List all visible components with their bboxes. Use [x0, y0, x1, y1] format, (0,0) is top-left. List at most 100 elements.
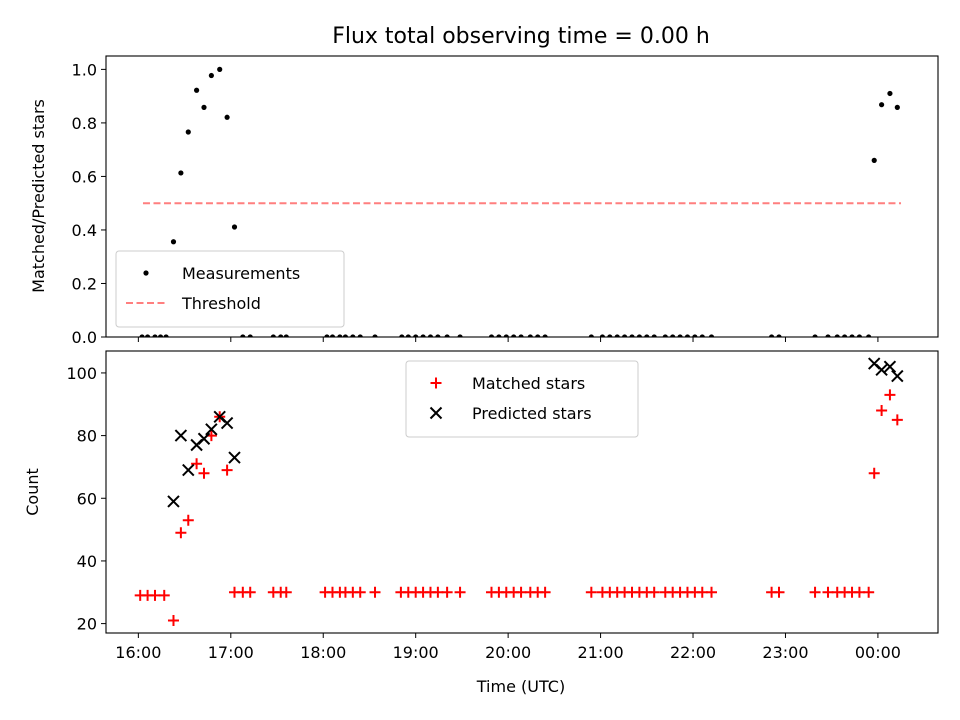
x-tick-label: 19:00 [393, 643, 439, 662]
measurements-point [145, 334, 151, 337]
measurements-point [542, 334, 548, 337]
measurements-point [208, 72, 214, 79]
legend-matched-stars-swatch [430, 377, 442, 389]
x-tick-label: 00:00 [855, 643, 901, 662]
measurements-point [329, 334, 336, 337]
chart-title: Flux total observing time = 0.00 h [332, 24, 710, 49]
matched-stars-point [198, 467, 210, 479]
x-tick-label: 17:00 [208, 643, 254, 662]
measurements-point [178, 170, 184, 176]
legend-box [405, 360, 639, 438]
measurements-point [692, 334, 698, 337]
measurements-point [444, 334, 450, 337]
measurements-point [337, 334, 343, 337]
matched-stars-point [648, 586, 660, 598]
matched-stars-point [244, 586, 256, 598]
x-tick-label: 22:00 [670, 643, 716, 662]
measurements-point [599, 334, 606, 337]
measurements-point [163, 334, 169, 337]
x-tick-label: 21:00 [578, 643, 624, 662]
measurements-point [488, 334, 495, 337]
measurements-point [193, 87, 200, 93]
measurements-point [139, 334, 145, 337]
x-tick-label: 16:00 [115, 643, 161, 662]
measurements-point [270, 334, 276, 337]
series-layer [134, 357, 904, 626]
measurements-point [427, 334, 434, 337]
matched-stars-point [822, 586, 834, 598]
measurements-point [834, 334, 840, 337]
legend-measurements-swatch [143, 270, 149, 276]
predicted-stars-point [883, 360, 897, 373]
measurements-point [511, 334, 517, 337]
predicted-stars-point [228, 451, 241, 464]
matched-stars-point [182, 514, 194, 526]
matched-stars-point [432, 586, 444, 598]
panel-frame [105, 350, 939, 634]
y-tick-label: 40 [77, 552, 97, 571]
y-tick-label: 0.2 [72, 274, 97, 293]
series-layer [139, 66, 902, 337]
panel-count: 20 40 60 80 100 16:00 17:00 18:00 19:00 20:00 21:0… [66, 350, 939, 662]
matched-stars-point [454, 586, 466, 598]
matched-stars-point [221, 464, 233, 476]
panel-frame [105, 55, 939, 338]
measurements-point [518, 334, 524, 337]
legend: Measurements Threshold [115, 250, 345, 328]
measurements-point [457, 334, 463, 337]
legend-matched-stars-label: Matched stars [472, 374, 585, 393]
predicted-stars-point [891, 369, 904, 383]
measurements-point [350, 334, 356, 337]
measurements-point [405, 334, 411, 337]
measurements-point [527, 334, 533, 337]
matched-stars-point [515, 586, 527, 598]
measurements-point [201, 104, 207, 110]
measurements-point [217, 66, 223, 72]
legend-predicted-stars-label: Predicted stars [472, 404, 592, 423]
measurements-point [856, 334, 863, 337]
matched-stars-point [696, 586, 708, 598]
measurements-point [231, 224, 238, 230]
measurements-point [535, 334, 541, 337]
legend-predicted-stars-swatch [429, 406, 443, 420]
measurements-point [357, 334, 363, 337]
predicted-stars-point [205, 423, 218, 436]
legend-threshold-label: Threshold [181, 294, 261, 313]
measurements-point [699, 334, 705, 337]
measurements-point [636, 334, 643, 337]
measurements-point [776, 334, 782, 337]
y-tick-label: 0.8 [72, 114, 97, 133]
matched-stars-point [884, 389, 896, 401]
measurements-point [894, 104, 900, 110]
measurements-point [887, 90, 893, 97]
measurements-point [825, 334, 831, 337]
y-tick-label: 0.4 [72, 221, 97, 240]
measurements-point [684, 334, 691, 337]
x-tick-label: 20:00 [485, 643, 531, 662]
measurements-point [670, 334, 676, 337]
measurements-point [420, 334, 426, 337]
matched-stars-point [158, 589, 170, 601]
measurements-point [607, 334, 613, 337]
measurements-point [413, 334, 419, 337]
matched-stars-point [773, 586, 785, 598]
measurements-point [849, 334, 855, 337]
y-tick-label: 60 [77, 489, 97, 508]
y-tick-label: 0.0 [72, 328, 97, 347]
panel-ratio: 0.0 0.2 0.4 0.6 0.8 1.0 Measurements Threshold [72, 55, 939, 347]
matched-stars-point [191, 458, 203, 470]
measurements-point [157, 334, 164, 337]
predicted-stars-point [197, 432, 211, 445]
matched-stars-point [354, 586, 366, 598]
x-tick-label: 23:00 [762, 643, 808, 662]
measurements-point [866, 334, 872, 337]
measurements-point [283, 334, 289, 337]
matched-stars-point [167, 614, 179, 626]
y-tick-label: 0.6 [72, 167, 97, 186]
y-tick-label: 100 [66, 364, 97, 383]
measurements-point [185, 129, 191, 135]
measurements-point [614, 334, 620, 337]
measurements-point [372, 334, 378, 337]
y-tick-label: 1.0 [72, 60, 97, 79]
